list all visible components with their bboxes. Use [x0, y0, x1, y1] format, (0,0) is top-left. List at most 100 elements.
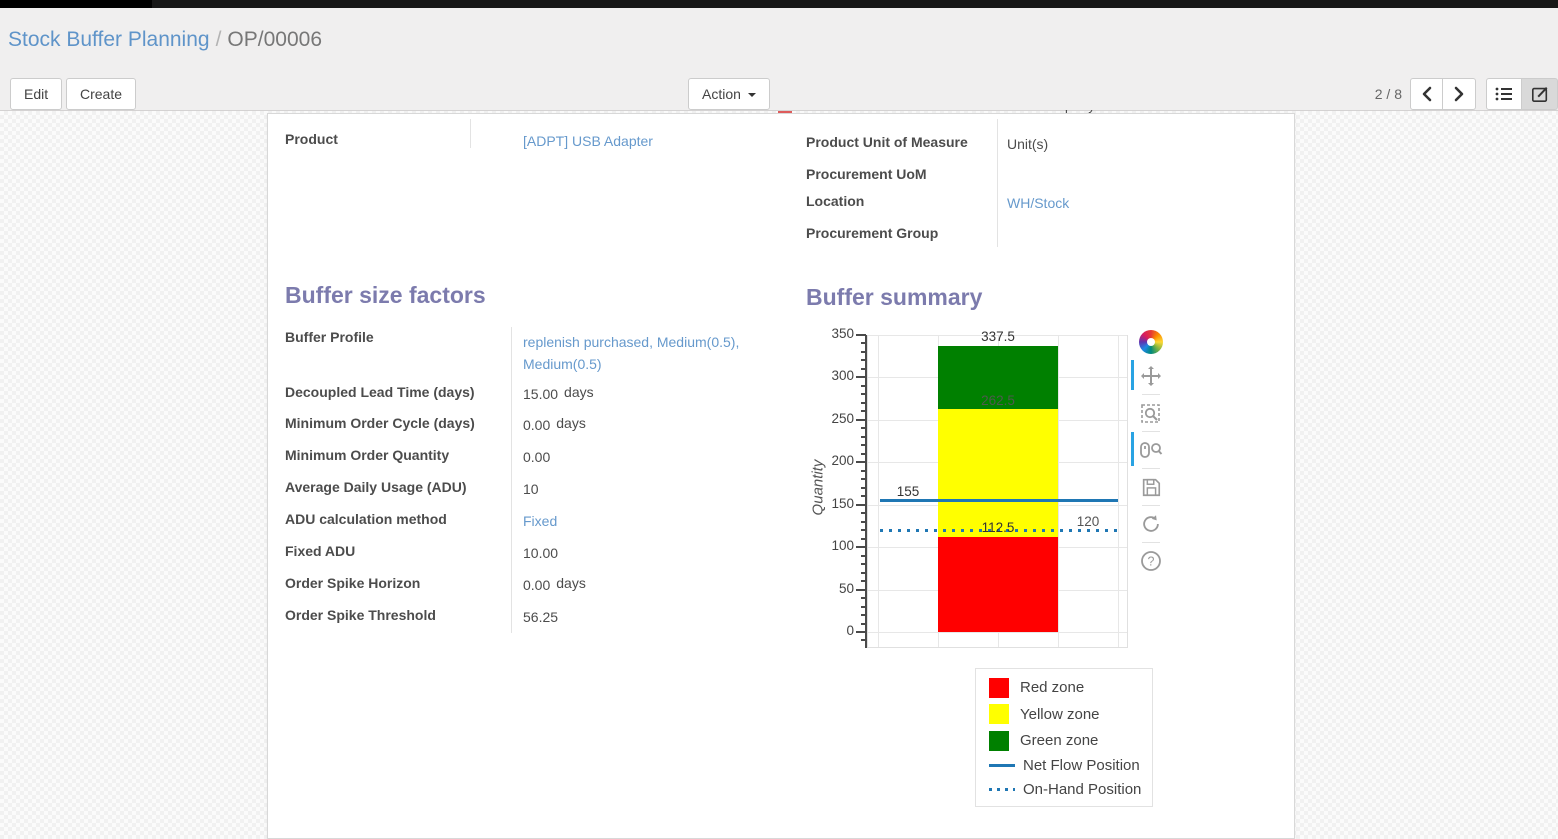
factor-label-6: Fixed ADU — [285, 543, 356, 559]
factor-value-8: 56.25 — [523, 609, 558, 625]
factor-value-4: 10 — [523, 481, 539, 497]
gridline-horizontal — [868, 632, 1127, 633]
section-title-buffer-summary: Buffer summary — [806, 284, 983, 310]
reset-refresh-icon — [1143, 515, 1159, 532]
factor-value-text: 15.00 — [523, 386, 559, 402]
legend-label: Net Flow Position — [1023, 757, 1140, 774]
factor-value-5[interactable]: Fixed — [523, 513, 557, 529]
clipped-company-value: YourCompany — [1007, 110, 1147, 115]
breadcrumb-section-link[interactable]: Stock Buffer Planning — [8, 28, 210, 51]
form-view-button[interactable] — [1522, 78, 1558, 110]
y-axis-minor-tick — [861, 452, 866, 455]
legend-swatch-square — [989, 704, 1009, 724]
data-label-120: 120 — [1076, 513, 1100, 529]
legend-swatch-line-solid — [989, 764, 1015, 767]
gridline-vertical — [1058, 336, 1059, 647]
label-value-separator — [511, 327, 512, 633]
y-axis-tick-label: 0 — [846, 623, 854, 638]
data-label-112.5: 112.5 — [981, 520, 1015, 536]
zone-red-zone — [938, 536, 1058, 632]
toolbar-separator — [1142, 468, 1160, 469]
bokeh-logo-icon[interactable] — [1139, 330, 1163, 354]
line-on-hand-position — [880, 528, 1118, 532]
y-axis-tick-label: 200 — [831, 453, 854, 469]
factor-value-0[interactable]: replenish purchased, Medium(0.5), Medium… — [523, 331, 778, 375]
edit-button[interactable]: Edit — [10, 78, 63, 110]
svg-text:?: ? — [1148, 555, 1155, 569]
field-value-location-link[interactable]: WH/Stock — [1007, 195, 1070, 211]
wheel-zoom-tool-button[interactable] — [1138, 437, 1164, 463]
y-axis-major-tick — [856, 588, 866, 591]
y-axis-minor-tick — [861, 384, 866, 387]
y-axis-tick-label: 150 — [831, 495, 854, 511]
reset-tool-button[interactable] — [1138, 511, 1164, 537]
factor-value-text[interactable]: Fixed — [523, 513, 558, 529]
active-tool-indicator-wheel-zoom — [1131, 432, 1134, 466]
label-value-separator — [997, 119, 998, 247]
field-label-procurement-uom: Procurement UoM — [806, 166, 927, 182]
field-value-product-link[interactable]: [ADPT] USB Adapter — [523, 133, 653, 149]
y-axis-major-tick — [856, 334, 866, 336]
y-axis-minor-tick — [861, 622, 866, 625]
legend-swatch-line-dotted — [989, 787, 1015, 791]
chevron-left-icon — [1422, 86, 1431, 102]
form-edit-icon — [1531, 87, 1547, 103]
factor-value-text: 0.00 — [523, 417, 551, 433]
factor-unit: days — [564, 384, 594, 400]
y-axis-minor-tick — [861, 367, 866, 370]
help-tool-button[interactable]: ? — [1138, 548, 1164, 574]
y-axis-minor-tick — [861, 495, 866, 498]
y-axis-major-tick — [856, 546, 866, 549]
y-axis-minor-tick — [861, 571, 866, 574]
save-tool-button[interactable] — [1138, 474, 1164, 500]
y-axis-tick-label: 300 — [831, 368, 854, 384]
top-navbar — [0, 0, 1558, 8]
factor-value-text: 0.00 — [523, 577, 551, 593]
pager-next-button[interactable] — [1443, 78, 1476, 110]
factor-value-1: 15.00 days — [523, 384, 594, 402]
zone-green-zone — [938, 345, 1058, 410]
active-tool-indicator-pan — [1131, 360, 1134, 390]
toolbar-separator — [1142, 505, 1160, 506]
pager-previous-button[interactable] — [1410, 78, 1443, 110]
factor-label-7: Order Spike Horizon — [285, 575, 421, 591]
create-button[interactable]: Create — [66, 78, 137, 110]
gridline-horizontal — [868, 335, 1127, 336]
caret-down-icon — [747, 93, 756, 98]
legend-label: On-Hand Position — [1023, 780, 1142, 798]
y-axis-minor-tick — [861, 537, 866, 540]
pan-tool-button[interactable] — [1138, 363, 1164, 389]
y-axis-minor-tick — [861, 529, 866, 532]
box-zoom-tool-button[interactable] — [1138, 400, 1164, 426]
y-axis-major-tick — [856, 418, 866, 421]
chart-legend: Red zone Yellow zone Green zone Net Flow Po… — [975, 668, 1153, 807]
factor-value-7: 0.00 days — [523, 575, 586, 593]
list-view-button[interactable] — [1486, 78, 1522, 110]
y-axis-line — [865, 335, 867, 648]
save-floppy-icon — [1142, 478, 1161, 497]
action-dropdown-button[interactable]: Action — [688, 78, 770, 110]
factor-value-text: 56.25 — [523, 609, 559, 625]
factor-value-text[interactable]: replenish purchased, Medium(0.5), Medium… — [523, 334, 740, 372]
y-axis-minor-tick — [861, 410, 866, 413]
legend-item-green-zone: Green zone — [989, 730, 1152, 751]
factor-value-3: 0.00 — [523, 449, 550, 465]
factor-value-6: 10.00 — [523, 545, 558, 561]
y-axis-minor-tick — [861, 401, 866, 404]
toolbar-separator — [1142, 394, 1160, 395]
y-axis-major-tick — [856, 503, 866, 506]
chart-toolbar: ? — [1136, 330, 1166, 577]
view-switcher — [1486, 78, 1558, 110]
toolbar-separator — [1142, 431, 1160, 432]
breadcrumb: Stock Buffer Planning / OP/00006 — [8, 28, 322, 52]
y-axis-major-tick — [856, 376, 866, 379]
y-axis-minor-tick — [861, 435, 866, 438]
y-axis-minor-tick — [861, 393, 866, 396]
y-axis-tick-label: 100 — [831, 538, 854, 554]
factor-value-text: 0.00 — [523, 449, 551, 465]
chevron-right-icon — [1454, 86, 1464, 102]
field-label-procurement-group: Procurement Group — [806, 225, 939, 241]
legend-item-yellow-zone: Yellow zone — [989, 704, 1152, 724]
data-label-262.5: 262.5 — [981, 392, 1015, 408]
